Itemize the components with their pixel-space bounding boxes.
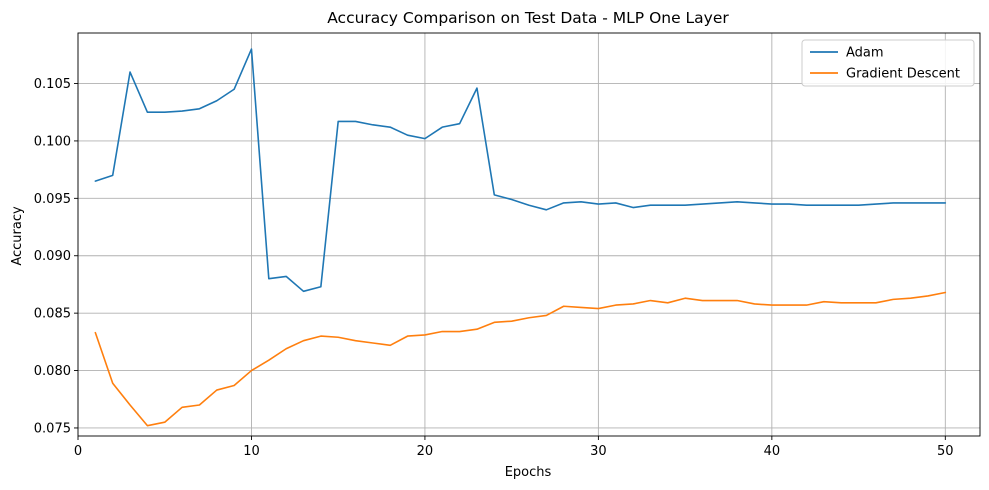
x-tick-label: 10 <box>243 444 260 459</box>
y-axis-label: Accuracy <box>10 206 25 266</box>
y-axis: 0.075 0.080 0.085 0.090 0.095 0.100 0.105 <box>34 77 78 436</box>
x-tick-label: 40 <box>764 444 781 459</box>
y-tick-label: 0.095 <box>34 192 71 207</box>
chart-title: Accuracy Comparison on Test Data - MLP O… <box>327 9 729 27</box>
x-axis-label: Epochs <box>505 465 552 480</box>
x-tick-label: 20 <box>417 444 434 459</box>
plot-frame <box>77 32 981 437</box>
series-group <box>94 48 947 427</box>
legend: Adam Gradient Descent <box>801 39 975 87</box>
y-tick-label: 0.075 <box>34 421 71 436</box>
x-axis: 0 10 20 30 40 50 <box>74 436 954 459</box>
legend-box <box>801 39 975 87</box>
grid <box>77 33 980 436</box>
y-tick-label: 0.090 <box>34 249 71 264</box>
x-tick-label: 0 <box>74 444 82 459</box>
y-tick-label: 0.100 <box>34 134 71 149</box>
y-tick-label: 0.080 <box>34 364 71 379</box>
series-line-gradient-descent <box>94 291 947 427</box>
series-line-adam <box>94 48 947 293</box>
legend-label-adam: Adam <box>846 46 884 61</box>
x-tick-label: 50 <box>937 444 954 459</box>
x-tick-label: 30 <box>590 444 607 459</box>
y-tick-label: 0.105 <box>34 77 71 92</box>
y-tick-label: 0.085 <box>34 307 71 322</box>
legend-label-gradient-descent: Gradient Descent <box>846 67 960 82</box>
